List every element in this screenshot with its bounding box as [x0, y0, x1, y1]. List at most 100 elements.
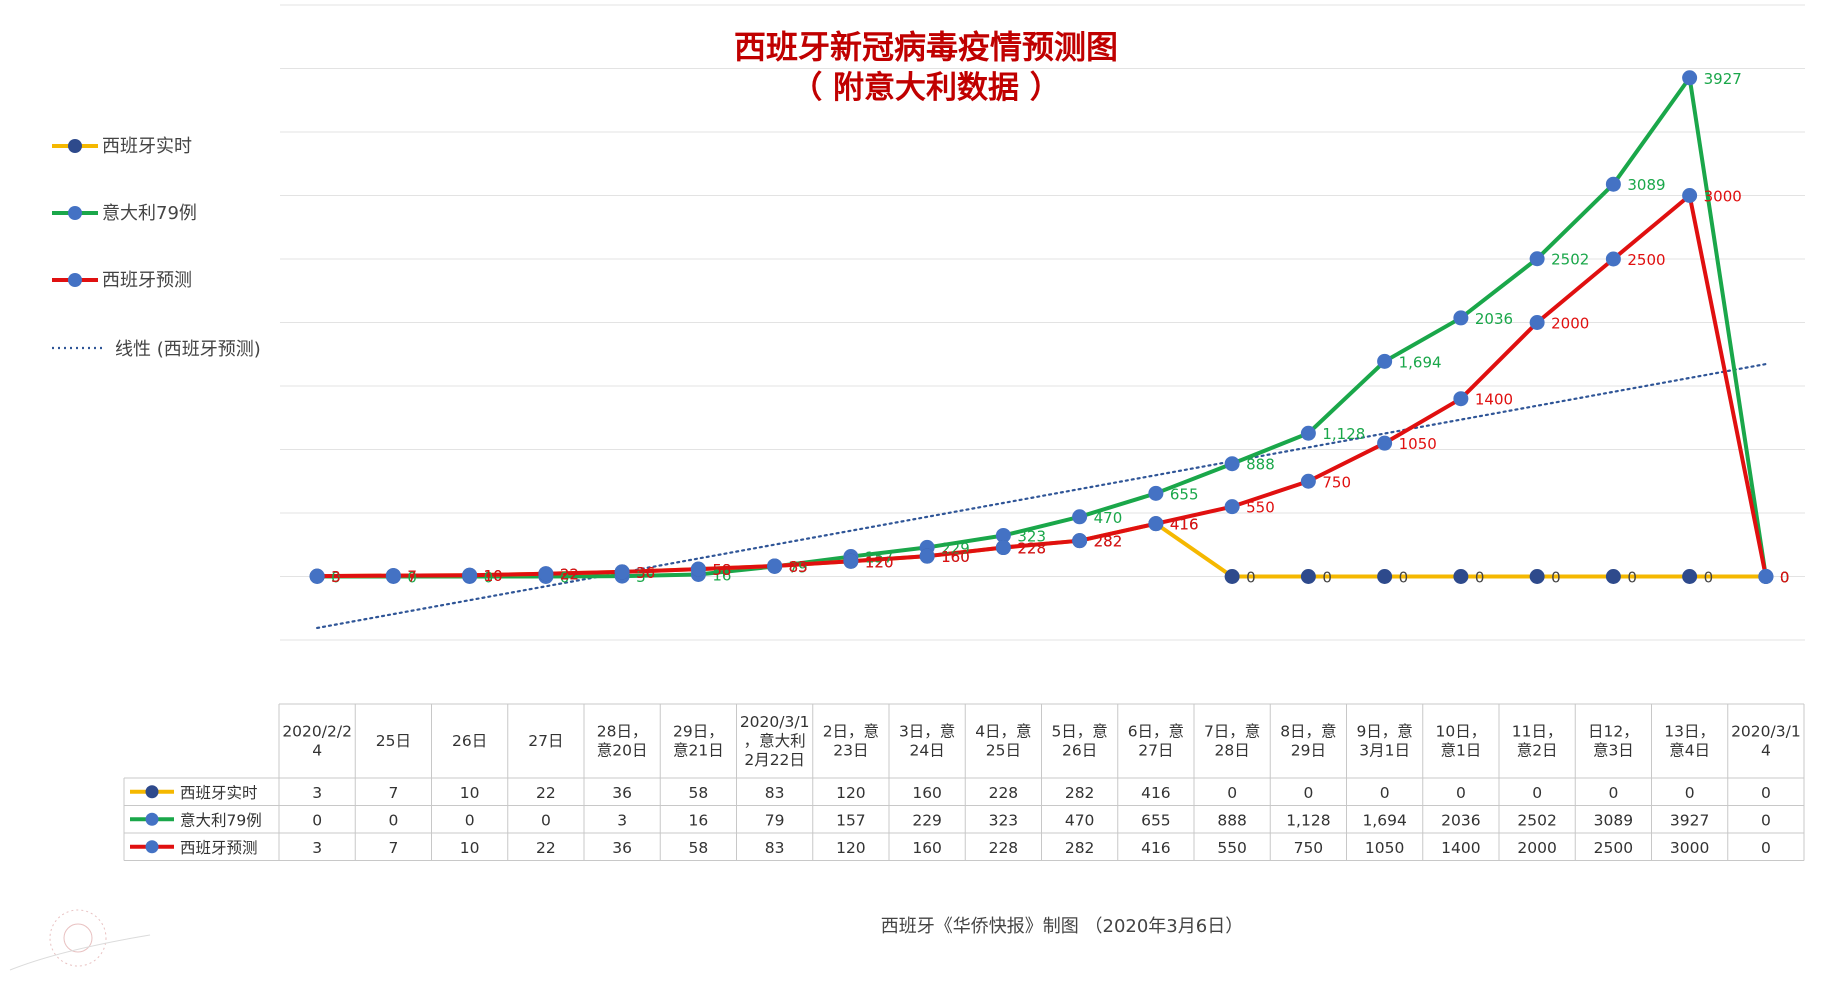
table-row-label: 西班牙实时 — [180, 784, 258, 802]
table-cell: 0 — [1761, 839, 1771, 857]
data-labels-layer: 0 0 0 0 3 16 791572293234706558881,1281,694203… — [331, 70, 1789, 587]
data-point — [1377, 353, 1393, 369]
data-label: 2000 — [1551, 315, 1589, 333]
table-header-cell: 27日 — [1138, 742, 1173, 760]
legend-label: 线性 (西班牙预测) — [115, 339, 261, 360]
table-cell: 58 — [689, 839, 709, 857]
data-point — [462, 567, 478, 583]
data-label: 157 — [865, 549, 894, 567]
watermark-logo — [9, 909, 151, 971]
table-header-cell: 2月22日 — [744, 751, 805, 769]
table-cell: 655 — [1141, 811, 1171, 829]
table-cell: 160 — [912, 784, 942, 802]
table-header-cell: 11日， — [1512, 723, 1563, 741]
data-label: 3 — [331, 568, 341, 586]
legend-swatch-marker — [68, 273, 82, 287]
table-header-cell: 10日， — [1436, 723, 1487, 741]
table-cell: 0 — [465, 811, 475, 829]
data-label: 229 — [941, 539, 970, 557]
table-header-cell: 日12， — [1588, 723, 1639, 741]
table-header-cell: 意1日 — [1440, 741, 1481, 760]
table-cell: 0 — [1685, 784, 1695, 802]
data-label: 58 — [712, 561, 731, 579]
data-label: 3089 — [1627, 176, 1665, 194]
table-header-cell: 8日，意 — [1280, 722, 1336, 741]
table-header-cell: 13日， — [1664, 723, 1715, 741]
table-header-cell: 26日 — [452, 732, 487, 750]
data-point — [1529, 251, 1545, 267]
table-header-cell: 4 — [312, 742, 322, 760]
data-label: 0 — [1780, 569, 1790, 587]
data-label: 36 — [636, 564, 655, 582]
table-cell: 157 — [836, 811, 866, 829]
chart-subtitle: （ 附意大利数据 ） — [791, 70, 1061, 106]
table-cell: 7 — [388, 784, 398, 802]
data-point — [1377, 569, 1393, 584]
data-point — [309, 568, 325, 584]
table-cell: 10 — [460, 839, 480, 857]
trendline — [316, 362, 1767, 630]
data-label: 0 — [331, 569, 341, 587]
data-point — [1605, 569, 1621, 584]
table-header-cell: ，意大利 — [744, 731, 806, 750]
data-label: 79 — [789, 558, 808, 576]
data-label: 120 — [865, 553, 894, 571]
table-cell: 0 — [388, 811, 398, 829]
data-point — [1682, 569, 1698, 584]
table-cell: 22 — [536, 784, 556, 802]
data-label: 3 — [331, 568, 341, 586]
table-cell: 58 — [689, 784, 709, 802]
data-label: 888 — [1246, 456, 1275, 474]
data-point — [1072, 533, 1088, 549]
data-label: 416 — [1170, 516, 1199, 534]
table-cell: 1,128 — [1286, 811, 1330, 829]
data-point — [1605, 176, 1621, 192]
table-cell: 0 — [312, 811, 322, 829]
table-legend-marker — [145, 812, 159, 826]
table-header-cell: 25日 — [376, 732, 411, 750]
data-point — [385, 568, 401, 584]
data-label: 550 — [1246, 499, 1275, 517]
table-legend-marker — [145, 785, 159, 799]
table-cell: 550 — [1217, 839, 1247, 857]
table-cell: 2000 — [1517, 839, 1556, 857]
table-cell: 2502 — [1517, 811, 1556, 829]
trendline-layer — [316, 362, 1767, 630]
data-label: 16 — [712, 566, 731, 584]
data-label: 7 — [407, 568, 417, 586]
data-label: 0 — [1551, 569, 1561, 587]
table-cell: 3000 — [1670, 839, 1709, 857]
table-cell: 16 — [689, 811, 709, 829]
table-cell: 2036 — [1441, 811, 1480, 829]
table-cell: 228 — [989, 839, 1019, 857]
table-cell: 0 — [1227, 784, 1237, 802]
data-point — [1605, 251, 1621, 267]
table-cell: 228 — [989, 784, 1019, 802]
data-label: 0 — [1704, 569, 1714, 587]
table-header-cell: 2020/3/1 — [1731, 723, 1801, 741]
data-point — [1453, 391, 1469, 407]
data-label: 10 — [484, 567, 503, 585]
legend-swatch-marker — [68, 139, 82, 153]
table-header-cell: 3月1日 — [1359, 742, 1410, 760]
table-legend-marker — [145, 840, 159, 854]
table-cell: 3 — [617, 811, 627, 829]
data-label: 228 — [1017, 540, 1046, 558]
data-label: 22 — [560, 566, 579, 584]
table-header-cell: 29日 — [1291, 742, 1326, 760]
data-point — [1682, 70, 1698, 86]
table-cell: 0 — [1380, 784, 1390, 802]
data-label: 3927 — [1704, 70, 1742, 88]
table-cell: 2500 — [1594, 839, 1633, 857]
table-header-cell: 3日，意 — [899, 722, 955, 741]
data-point — [843, 553, 859, 569]
data-label: 83 — [789, 558, 808, 576]
table-header-cell: 意20日 — [597, 741, 648, 760]
data-label: 58 — [712, 561, 731, 579]
data-point — [1072, 509, 1088, 525]
data-label: 0 — [560, 569, 570, 587]
table-header-cell: 5日，意 — [1051, 722, 1107, 741]
